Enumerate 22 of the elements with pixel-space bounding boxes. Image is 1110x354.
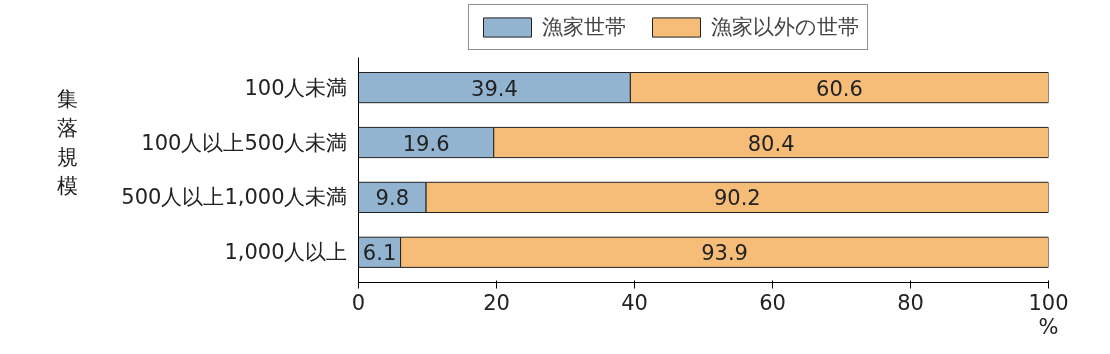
y-tick-label: 100人以上500人未満 <box>141 130 348 155</box>
legend-label: 漁家世帯 <box>542 14 626 41</box>
data-label: 39.4 <box>471 76 518 101</box>
data-label: 6.1 <box>362 241 397 266</box>
data-label: 9.8 <box>375 186 410 211</box>
x-axis-title: % <box>1038 314 1059 339</box>
data-label: 93.9 <box>701 241 748 266</box>
legend-label: 漁家以外の世帯 <box>711 14 859 41</box>
x-tick-label: 100 <box>1028 290 1069 315</box>
x-tick-label: 40 <box>621 290 648 315</box>
x-tick-label: 80 <box>897 290 924 315</box>
x-tick-label: 60 <box>759 290 786 315</box>
y-axis-title: 集落規模 <box>57 87 79 198</box>
data-label: 80.4 <box>747 131 795 156</box>
data-label: 90.2 <box>713 186 761 211</box>
x-tick-label: 0 <box>351 290 366 315</box>
y-tick-label: 500人以上1,000人未満 <box>121 185 348 210</box>
y-tick-label: 100人未満 <box>244 75 348 100</box>
x-tick-label: 20 <box>483 290 510 315</box>
data-label: 60.6 <box>816 76 863 101</box>
data-label: 19.6 <box>402 131 450 156</box>
y-tick-label: 1,000人以上 <box>224 240 348 265</box>
